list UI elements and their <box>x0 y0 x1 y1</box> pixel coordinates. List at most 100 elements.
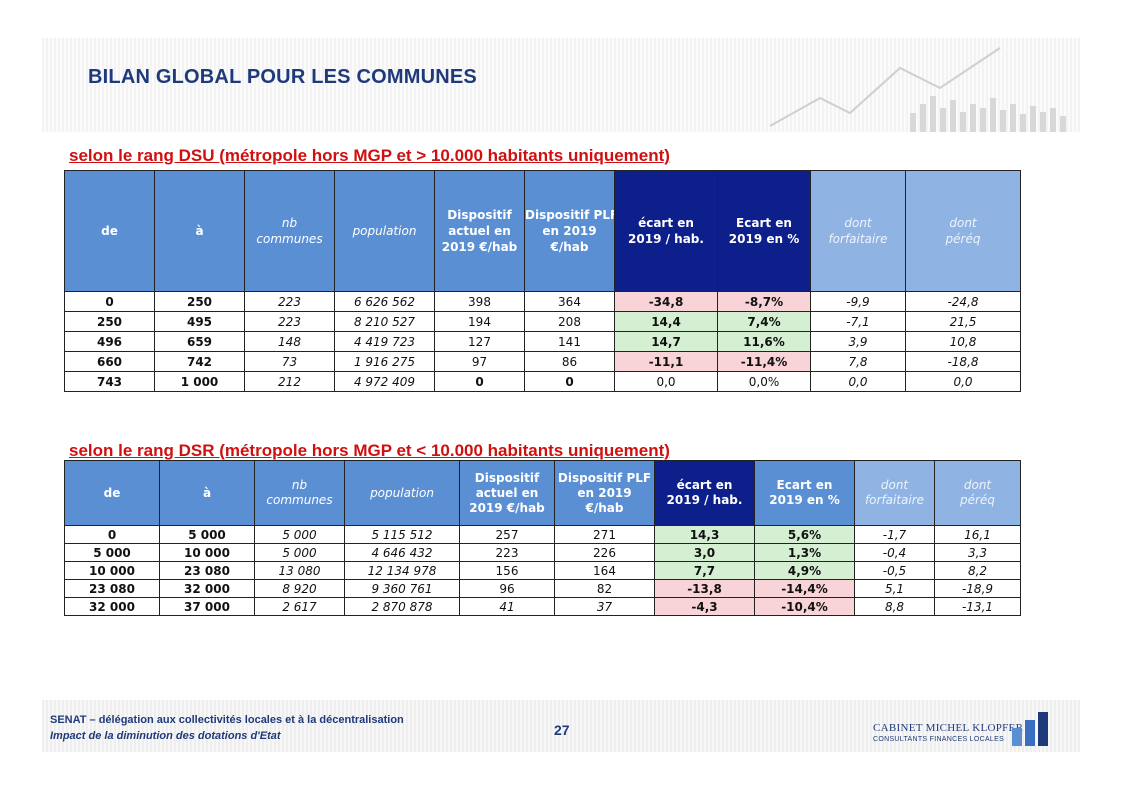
cell-pereq: 10,8 <box>905 331 1021 352</box>
footer-organization: SENAT – délégation aux collectivités loc… <box>50 714 404 726</box>
col-dont-pereq: dont péréq <box>905 170 1021 292</box>
cell-de: 23 080 <box>64 579 160 598</box>
cell-nb: 73 <box>244 351 335 372</box>
col-population: population <box>334 170 435 292</box>
cell-nb: 223 <box>244 311 335 332</box>
table-row: 10 000 23 080 13 080 12 134 978 156 164 … <box>64 561 1021 580</box>
cell-pop: 6 626 562 <box>334 291 435 312</box>
cell-pct: 7,4% <box>717 311 811 332</box>
cell-pereq: 0,0 <box>905 371 1021 392</box>
cell-a: 250 <box>154 291 245 312</box>
cell-de: 250 <box>64 311 155 332</box>
cell-de: 5 000 <box>64 543 160 562</box>
cell-a: 10 000 <box>159 543 255 562</box>
cell-de: 660 <box>64 351 155 372</box>
col-dont-pereq: dont péréq <box>934 460 1021 526</box>
cell-pct: -14,4% <box>754 579 855 598</box>
dsr-header-row: de à nb communes population Dispositif act… <box>64 460 1021 526</box>
table-row: 23 080 32 000 8 920 9 360 761 96 82 -13,… <box>64 579 1021 598</box>
cell-plf: 0 <box>524 371 615 392</box>
cell-pct: -8,7% <box>717 291 811 312</box>
table-row: 496 659 148 4 419 723 127 141 14,7 11,6%… <box>64 331 1021 352</box>
cell-ecart: 14,3 <box>654 525 755 544</box>
cell-ecart: 14,4 <box>614 311 718 332</box>
cell-forf: -0,4 <box>854 543 935 562</box>
cell-nb: 8 920 <box>254 579 345 598</box>
cell-pop: 2 870 878 <box>344 597 460 616</box>
dsu-table: de à nb communes population Dispositif act… <box>64 170 1021 392</box>
table-row: 743 1 000 212 4 972 409 0 0 0,0 0,0% 0,0… <box>64 371 1021 392</box>
cell-nb: 13 080 <box>254 561 345 580</box>
cell-nb: 5 000 <box>254 543 345 562</box>
cell-plf: 226 <box>554 543 655 562</box>
cell-pop: 4 646 432 <box>344 543 460 562</box>
cell-a: 495 <box>154 311 245 332</box>
cell-nb: 148 <box>244 331 335 352</box>
header-band <box>42 38 1080 132</box>
cell-pereq: 8,2 <box>934 561 1021 580</box>
col-de: de <box>64 460 160 526</box>
cell-nb: 2 617 <box>254 597 345 616</box>
cell-pop: 8 210 527 <box>334 311 435 332</box>
cell-plf: 82 <box>554 579 655 598</box>
cell-pereq: -13,1 <box>934 597 1021 616</box>
cell-a: 659 <box>154 331 245 352</box>
cell-a: 23 080 <box>159 561 255 580</box>
col-nb-communes: nb communes <box>244 170 335 292</box>
cell-pereq: -18,9 <box>934 579 1021 598</box>
cell-pereq: -24,8 <box>905 291 1021 312</box>
cell-pct: 0,0% <box>717 371 811 392</box>
cell-de: 10 000 <box>64 561 160 580</box>
cell-ecart: 14,7 <box>614 331 718 352</box>
col-ecart-hab: écart en 2019 / hab. <box>654 460 755 526</box>
col-dispositif-actuel: Dispositif actuel en 2019 €/hab <box>459 460 555 526</box>
cell-nb: 5 000 <box>254 525 345 544</box>
cell-actuel: 156 <box>459 561 555 580</box>
cell-plf: 164 <box>554 561 655 580</box>
dsu-header-row: de à nb communes population Dispositif act… <box>64 170 1021 292</box>
cell-forf: 3,9 <box>810 331 906 352</box>
col-dont-forfaitaire: dont forfaitaire <box>854 460 935 526</box>
cell-actuel: 398 <box>434 291 525 312</box>
footer-band <box>42 700 1080 752</box>
cell-forf: -9,9 <box>810 291 906 312</box>
col-de: de <box>64 170 155 292</box>
cell-actuel: 257 <box>459 525 555 544</box>
table-row: 0 250 223 6 626 562 398 364 -34,8 -8,7% … <box>64 291 1021 312</box>
cell-de: 496 <box>64 331 155 352</box>
col-dispositif-actuel: Dispositif actuel en 2019 €/hab <box>434 170 525 292</box>
table-row: 250 495 223 8 210 527 194 208 14,4 7,4% … <box>64 311 1021 332</box>
cell-plf: 364 <box>524 291 615 312</box>
logo-name: CABINET MICHEL KLOPFER <box>873 722 1024 734</box>
cell-a: 37 000 <box>159 597 255 616</box>
cell-actuel: 223 <box>459 543 555 562</box>
col-dont-forfaitaire: dont forfaitaire <box>810 170 906 292</box>
col-dispositif-plf: Dispositif PLF en 2019 €/hab <box>554 460 655 526</box>
cell-actuel: 97 <box>434 351 525 372</box>
cell-actuel: 96 <box>459 579 555 598</box>
cell-plf: 37 <box>554 597 655 616</box>
cell-forf: -7,1 <box>810 311 906 332</box>
cell-pct: 1,3% <box>754 543 855 562</box>
cell-pct: 4,9% <box>754 561 855 580</box>
table-row: 0 5 000 5 000 5 115 512 257 271 14,3 5,6… <box>64 525 1021 544</box>
cell-ecart: -13,8 <box>654 579 755 598</box>
cell-pct: 11,6% <box>717 331 811 352</box>
cell-a: 742 <box>154 351 245 372</box>
cell-a: 32 000 <box>159 579 255 598</box>
col-a: à <box>154 170 245 292</box>
dsr-section-title: selon le rang DSR (métropole hors MGP et… <box>69 441 670 460</box>
cell-pop: 4 972 409 <box>334 371 435 392</box>
cell-pop: 4 419 723 <box>334 331 435 352</box>
col-population: population <box>344 460 460 526</box>
col-ecart-hab: écart en 2019 / hab. <box>614 170 718 292</box>
cell-ecart: 3,0 <box>654 543 755 562</box>
cell-pereq: -18,8 <box>905 351 1021 372</box>
cell-plf: 271 <box>554 525 655 544</box>
cell-actuel: 41 <box>459 597 555 616</box>
footer-subject: Impact de la diminution des dotations d'… <box>50 730 281 742</box>
cell-pop: 5 115 512 <box>344 525 460 544</box>
cell-forf: 8,8 <box>854 597 935 616</box>
cell-pereq: 21,5 <box>905 311 1021 332</box>
cell-ecart: 0,0 <box>614 371 718 392</box>
